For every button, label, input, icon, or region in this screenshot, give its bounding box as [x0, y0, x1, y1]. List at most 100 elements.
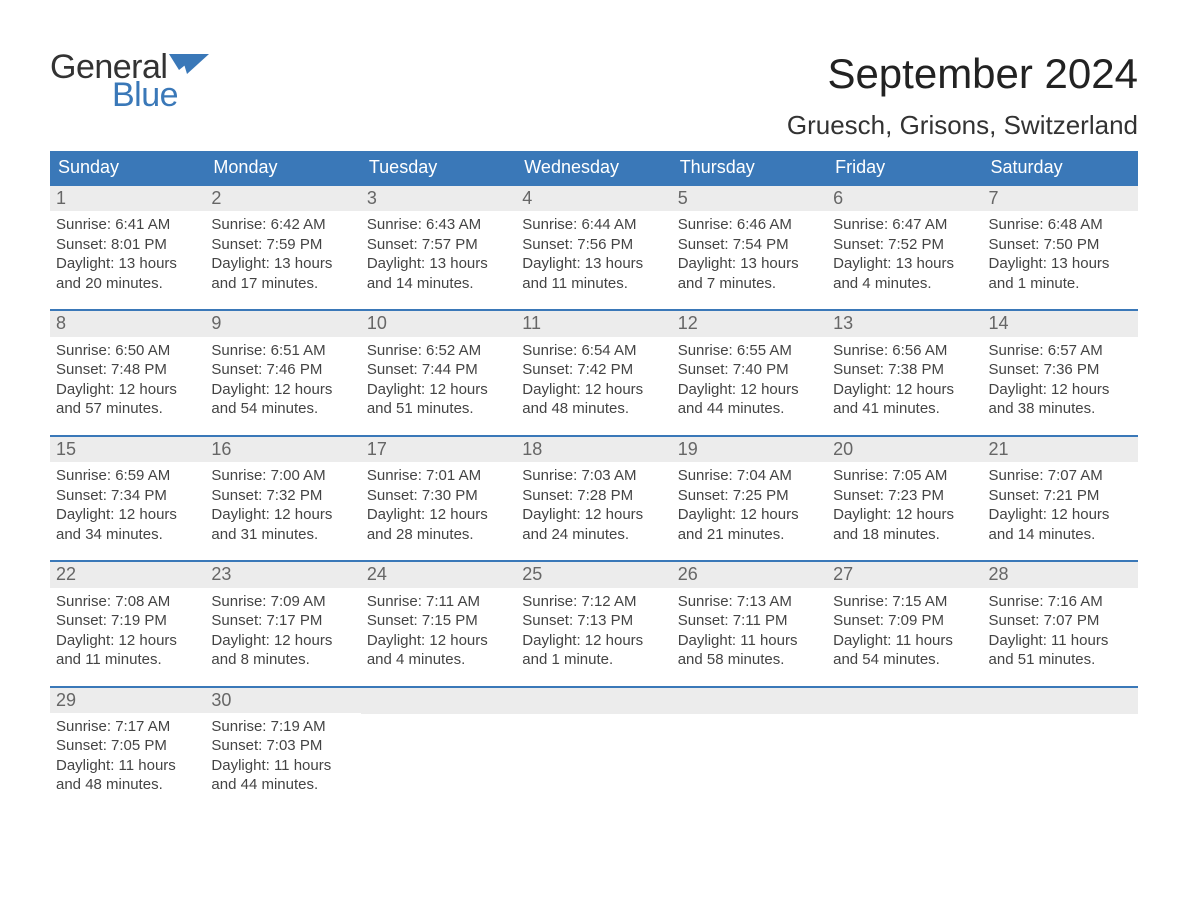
day-cell: 24Sunrise: 7:11 AMSunset: 7:15 PMDayligh… — [361, 562, 516, 671]
day-cell: 22Sunrise: 7:08 AMSunset: 7:19 PMDayligh… — [50, 562, 205, 671]
day-cell: 20Sunrise: 7:05 AMSunset: 7:23 PMDayligh… — [827, 437, 982, 546]
sunset-text: Sunset: 7:40 PM — [678, 360, 821, 380]
day-cell: 1Sunrise: 6:41 AMSunset: 8:01 PMDaylight… — [50, 186, 205, 295]
day-number: 16 — [205, 437, 360, 462]
sunrise-text: Sunrise: 6:57 AM — [989, 341, 1132, 361]
daylight-line2: and 34 minutes. — [56, 525, 199, 545]
sunset-text: Sunset: 7:30 PM — [367, 486, 510, 506]
daylight-line1: Daylight: 12 hours — [522, 505, 665, 525]
day-number: 25 — [516, 562, 671, 587]
daylight-line2: and 11 minutes. — [56, 650, 199, 670]
sunrise-text: Sunrise: 7:01 AM — [367, 466, 510, 486]
day-body: Sunrise: 7:04 AMSunset: 7:25 PMDaylight:… — [672, 462, 827, 546]
month-title: September 2024 — [787, 50, 1138, 98]
day-body: Sunrise: 7:15 AMSunset: 7:09 PMDaylight:… — [827, 588, 982, 672]
daylight-line2: and 21 minutes. — [678, 525, 821, 545]
day-body: Sunrise: 7:19 AMSunset: 7:03 PMDaylight:… — [205, 713, 360, 797]
location: Gruesch, Grisons, Switzerland — [787, 110, 1138, 141]
daylight-line2: and 38 minutes. — [989, 399, 1132, 419]
week-row: 1Sunrise: 6:41 AMSunset: 8:01 PMDaylight… — [50, 184, 1138, 295]
daylight-line2: and 44 minutes. — [211, 775, 354, 795]
day-number: 21 — [983, 437, 1138, 462]
sunrise-text: Sunrise: 6:54 AM — [522, 341, 665, 361]
sunset-text: Sunset: 7:38 PM — [833, 360, 976, 380]
sunset-text: Sunset: 7:03 PM — [211, 736, 354, 756]
sunrise-text: Sunrise: 7:07 AM — [989, 466, 1132, 486]
sunset-text: Sunset: 7:15 PM — [367, 611, 510, 631]
day-number: 19 — [672, 437, 827, 462]
day-cell: 2Sunrise: 6:42 AMSunset: 7:59 PMDaylight… — [205, 186, 360, 295]
day-cell: 18Sunrise: 7:03 AMSunset: 7:28 PMDayligh… — [516, 437, 671, 546]
daylight-line2: and 28 minutes. — [367, 525, 510, 545]
sunrise-text: Sunrise: 7:05 AM — [833, 466, 976, 486]
sunset-text: Sunset: 7:52 PM — [833, 235, 976, 255]
sunrise-text: Sunrise: 6:59 AM — [56, 466, 199, 486]
daylight-line1: Daylight: 11 hours — [833, 631, 976, 651]
daylight-line1: Daylight: 12 hours — [367, 505, 510, 525]
day-number: 13 — [827, 311, 982, 336]
weeks-container: 1Sunrise: 6:41 AMSunset: 8:01 PMDaylight… — [50, 184, 1138, 797]
day-cell: 9Sunrise: 6:51 AMSunset: 7:46 PMDaylight… — [205, 311, 360, 420]
day-number — [827, 688, 982, 714]
sunset-text: Sunset: 7:05 PM — [56, 736, 199, 756]
day-body: Sunrise: 7:13 AMSunset: 7:11 PMDaylight:… — [672, 588, 827, 672]
day-body: Sunrise: 7:01 AMSunset: 7:30 PMDaylight:… — [361, 462, 516, 546]
daylight-line2: and 8 minutes. — [211, 650, 354, 670]
dow-friday: Friday — [827, 151, 982, 184]
daylight-line1: Daylight: 13 hours — [211, 254, 354, 274]
day-body: Sunrise: 6:47 AMSunset: 7:52 PMDaylight:… — [827, 211, 982, 295]
day-number: 9 — [205, 311, 360, 336]
daylight-line2: and 1 minute. — [522, 650, 665, 670]
sunrise-text: Sunrise: 7:15 AM — [833, 592, 976, 612]
sunset-text: Sunset: 7:42 PM — [522, 360, 665, 380]
logo: General Blue — [50, 50, 209, 112]
day-number: 8 — [50, 311, 205, 336]
daylight-line2: and 48 minutes. — [522, 399, 665, 419]
daylight-line2: and 18 minutes. — [833, 525, 976, 545]
daylight-line2: and 24 minutes. — [522, 525, 665, 545]
daylight-line1: Daylight: 12 hours — [367, 380, 510, 400]
sunrise-text: Sunrise: 7:09 AM — [211, 592, 354, 612]
sunset-text: Sunset: 7:44 PM — [367, 360, 510, 380]
daylight-line1: Daylight: 13 hours — [678, 254, 821, 274]
day-number: 10 — [361, 311, 516, 336]
day-cell: 8Sunrise: 6:50 AMSunset: 7:48 PMDaylight… — [50, 311, 205, 420]
day-body: Sunrise: 7:00 AMSunset: 7:32 PMDaylight:… — [205, 462, 360, 546]
sunset-text: Sunset: 7:25 PM — [678, 486, 821, 506]
day-cell: 6Sunrise: 6:47 AMSunset: 7:52 PMDaylight… — [827, 186, 982, 295]
day-body: Sunrise: 7:08 AMSunset: 7:19 PMDaylight:… — [50, 588, 205, 672]
day-number: 11 — [516, 311, 671, 336]
dow-wednesday: Wednesday — [516, 151, 671, 184]
sunrise-text: Sunrise: 7:03 AM — [522, 466, 665, 486]
day-number: 28 — [983, 562, 1138, 587]
dow-monday: Monday — [205, 151, 360, 184]
day-body: Sunrise: 6:51 AMSunset: 7:46 PMDaylight:… — [205, 337, 360, 421]
daylight-line2: and 31 minutes. — [211, 525, 354, 545]
day-cell: 30Sunrise: 7:19 AMSunset: 7:03 PMDayligh… — [205, 688, 360, 797]
daylight-line2: and 20 minutes. — [56, 274, 199, 294]
day-number — [361, 688, 516, 714]
day-number — [672, 688, 827, 714]
sunset-text: Sunset: 7:56 PM — [522, 235, 665, 255]
day-cell: 10Sunrise: 6:52 AMSunset: 7:44 PMDayligh… — [361, 311, 516, 420]
daylight-line2: and 51 minutes. — [989, 650, 1132, 670]
week-row: 29Sunrise: 7:17 AMSunset: 7:05 PMDayligh… — [50, 686, 1138, 797]
day-cell: 4Sunrise: 6:44 AMSunset: 7:56 PMDaylight… — [516, 186, 671, 295]
daylight-line1: Daylight: 12 hours — [833, 380, 976, 400]
daylight-line1: Daylight: 11 hours — [989, 631, 1132, 651]
sunrise-text: Sunrise: 6:41 AM — [56, 215, 199, 235]
day-number: 29 — [50, 688, 205, 713]
daylight-line1: Daylight: 12 hours — [833, 505, 976, 525]
daylight-line2: and 48 minutes. — [56, 775, 199, 795]
daylight-line2: and 14 minutes. — [367, 274, 510, 294]
daylight-line1: Daylight: 12 hours — [56, 505, 199, 525]
day-number: 2 — [205, 186, 360, 211]
calendar: Sunday Monday Tuesday Wednesday Thursday… — [50, 151, 1138, 797]
day-number — [516, 688, 671, 714]
sunset-text: Sunset: 7:11 PM — [678, 611, 821, 631]
day-cell: 19Sunrise: 7:04 AMSunset: 7:25 PMDayligh… — [672, 437, 827, 546]
day-number: 24 — [361, 562, 516, 587]
day-number — [983, 688, 1138, 714]
daylight-line1: Daylight: 12 hours — [522, 380, 665, 400]
sunset-text: Sunset: 7:17 PM — [211, 611, 354, 631]
